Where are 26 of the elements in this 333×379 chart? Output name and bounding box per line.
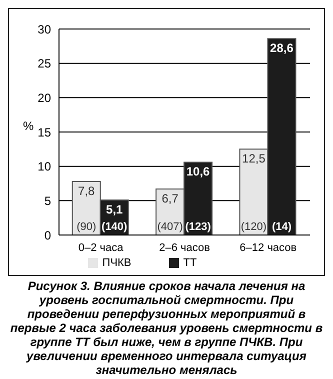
annotation: (120) [240, 221, 267, 233]
y-tick-label: 25 [38, 56, 52, 71]
y-tick-label: 5 [44, 194, 52, 208]
y-tick-label: 10 [38, 160, 52, 174]
data-label: 12,5 [242, 152, 266, 166]
text: Рисунок 3. Влияние сроков начала лечения на уровень госпитальной смертности. При проведении реперфузионных мероприятий в первые 2 часа заболевания уровень смертности в группе ТТ был ниже, чем в группе ПЧКВ. При увеличении временного интервала ситуация значительно менялась [9, 279, 324, 377]
annotation: (123) [185, 221, 212, 233]
y-axis-title: % [23, 119, 34, 133]
y-tick-label: 15 [38, 125, 52, 140]
x-tick-label: 6–12 часов [240, 242, 297, 254]
data-label: 6,7 [162, 192, 179, 206]
y-tick-label: 20 [38, 90, 52, 105]
annotation: (14) [272, 221, 292, 233]
data-label: 10,6 [186, 164, 210, 179]
x-tick-label: 2–6 часов [159, 242, 210, 254]
y-tick-label: 0 [44, 228, 52, 242]
data-label: 7,8 [78, 184, 96, 198]
data-label: 5,1 [106, 202, 124, 216]
legend-label: ПЧКВ [102, 257, 132, 269]
annotation: (407) [157, 221, 183, 233]
x-tick-label: 0–2 часа [78, 242, 124, 254]
annotation: (140) [102, 221, 128, 233]
y-tick-label: 30 [38, 22, 52, 36]
legend-label: ТТ [183, 257, 197, 269]
data-label: 28,6 [270, 41, 294, 56]
annotation: (90) [76, 221, 96, 233]
